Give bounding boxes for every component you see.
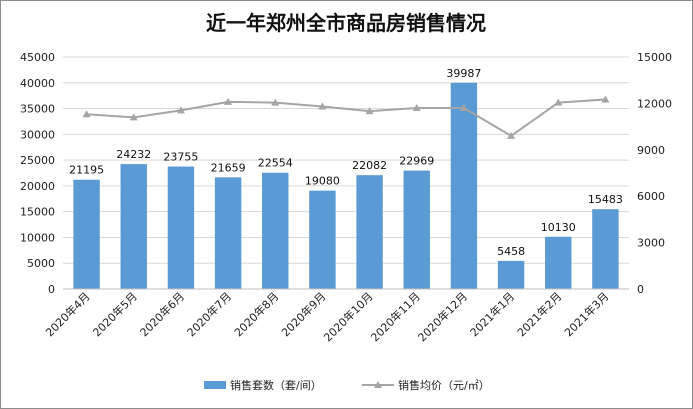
line-path bbox=[86, 98, 606, 138]
x-tick-label: 2020年5月 bbox=[90, 289, 140, 339]
bar bbox=[120, 164, 147, 289]
bar bbox=[262, 172, 289, 289]
left-tick-label: 45000 bbox=[20, 51, 55, 64]
bar-data-label: 39987 bbox=[446, 67, 481, 80]
right-tick-label: 3000 bbox=[637, 237, 665, 250]
chart-title: 近一年郑州全市商品房销售情况 bbox=[206, 11, 486, 35]
bar bbox=[497, 260, 525, 289]
x-tick-label: 2021年1月 bbox=[467, 289, 517, 339]
bar bbox=[403, 170, 430, 289]
bar bbox=[309, 190, 336, 289]
right-y-axis: 0 3000 6000 9000 12000 15000 bbox=[637, 51, 672, 296]
legend-label-line: 销售均价（元/㎡） bbox=[398, 378, 490, 392]
bar bbox=[167, 166, 195, 289]
line-point bbox=[601, 95, 610, 103]
bar-data-label: 22969 bbox=[399, 155, 434, 168]
line-point bbox=[459, 104, 468, 112]
right-tick-label: 12000 bbox=[637, 97, 672, 110]
x-tick-label: 2020年12月 bbox=[415, 289, 470, 344]
x-tick-label: 2020年9月 bbox=[278, 289, 328, 339]
right-tick-label: 6000 bbox=[637, 190, 665, 203]
left-tick-label: 30000 bbox=[20, 128, 55, 141]
line-point bbox=[176, 106, 185, 114]
bar-series bbox=[73, 82, 619, 289]
left-tick-label: 0 bbox=[48, 283, 55, 296]
left-tick-label: 15000 bbox=[20, 206, 55, 219]
right-tick-label: 15000 bbox=[637, 51, 672, 64]
x-tick-label: 2020年8月 bbox=[231, 289, 281, 339]
legend-label-bar: 销售套数（套/间） bbox=[230, 378, 322, 392]
x-tick-label: 2020年11月 bbox=[368, 289, 423, 344]
x-tick-label: 2020年10月 bbox=[321, 289, 376, 344]
bar-data-labels: 21195 24232 23755 21659 22554 19080 22082 22969… bbox=[69, 67, 623, 258]
bar-data-label: 15483 bbox=[588, 193, 623, 206]
x-tick-label: 2021年2月 bbox=[514, 289, 564, 339]
bar bbox=[73, 179, 100, 289]
line-point bbox=[224, 97, 233, 105]
left-tick-label: 20000 bbox=[20, 180, 55, 193]
right-tick-label: 9000 bbox=[637, 144, 665, 157]
line-point bbox=[129, 113, 138, 121]
line-series bbox=[82, 95, 610, 139]
bar-data-label: 21659 bbox=[211, 161, 246, 174]
bar bbox=[545, 236, 572, 289]
legend: 销售套数（套/间） 销售均价（元/㎡） bbox=[204, 378, 490, 392]
bar-data-label: 24232 bbox=[116, 148, 151, 161]
bar-data-label: 10130 bbox=[541, 221, 576, 234]
bar bbox=[356, 175, 383, 289]
legend-swatch-marker bbox=[374, 381, 382, 388]
bar-data-label: 5458 bbox=[497, 245, 525, 258]
bar bbox=[592, 209, 619, 289]
bar bbox=[214, 177, 242, 289]
bar-data-label: 23755 bbox=[163, 151, 198, 164]
line-point bbox=[271, 98, 280, 106]
bar bbox=[450, 82, 478, 289]
bar-data-label: 22554 bbox=[258, 157, 293, 170]
line-point bbox=[365, 107, 374, 115]
right-tick-label: 0 bbox=[637, 283, 644, 296]
left-tick-label: 35000 bbox=[20, 103, 55, 116]
gridlines bbox=[63, 56, 629, 264]
bar-data-label: 19080 bbox=[305, 175, 340, 188]
line-point bbox=[554, 98, 563, 106]
bar-data-label: 21195 bbox=[69, 164, 104, 177]
line-point bbox=[507, 131, 516, 139]
x-tick-label: 2020年7月 bbox=[184, 289, 234, 339]
line-point bbox=[82, 110, 91, 118]
left-tick-label: 5000 bbox=[27, 257, 55, 270]
bar-data-label: 22082 bbox=[352, 159, 387, 172]
line-point bbox=[318, 102, 327, 110]
x-tick-label: 2020年6月 bbox=[137, 289, 187, 339]
left-tick-label: 10000 bbox=[20, 231, 55, 244]
x-axis: 2020年4月2020年5月2020年6月2020年7月2020年8月2020年… bbox=[43, 288, 629, 344]
line-point bbox=[412, 104, 421, 112]
legend-swatch-bar bbox=[204, 381, 226, 389]
left-tick-label: 25000 bbox=[20, 154, 55, 167]
x-tick-label: 2020年4月 bbox=[43, 289, 93, 339]
left-y-axis: 0 5000 10000 15000 20000 25000 30000 35000 40000… bbox=[20, 51, 55, 296]
left-tick-label: 40000 bbox=[20, 77, 55, 90]
x-tick-label: 2021年3月 bbox=[561, 289, 611, 339]
